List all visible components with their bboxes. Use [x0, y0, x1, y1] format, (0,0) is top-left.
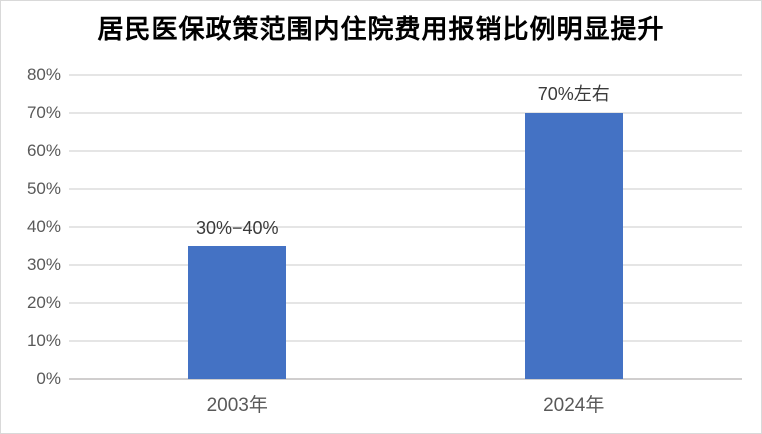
y-axis-tick-label: 30% — [26, 255, 61, 274]
gridline — [69, 188, 742, 190]
x-axis-line — [69, 378, 742, 380]
y-axis-tick-label: 0% — [36, 369, 61, 388]
plot-area: 30%−40% 70%左右 — [69, 74, 742, 380]
gridline — [69, 302, 742, 304]
x-axis-category-label: 2003年 — [206, 395, 268, 416]
y-axis-tick-label: 80% — [26, 65, 61, 84]
y-axis-tick-label: 50% — [26, 179, 61, 198]
gridline — [69, 74, 742, 76]
bar-series-value — [188, 246, 287, 379]
y-axis-tick-label: 10% — [26, 331, 61, 350]
y-axis-tick-label: 40% — [26, 217, 61, 236]
y-axis-tick-label: 20% — [26, 293, 61, 312]
x-axis-category-label: 2024年 — [543, 395, 605, 416]
gridline — [69, 226, 742, 228]
bar-data-label: 30%−40% — [195, 218, 279, 238]
gridline — [69, 264, 742, 266]
y-axis-tick-label: 70% — [26, 103, 61, 122]
gridline — [69, 150, 742, 152]
gridline — [69, 112, 742, 114]
y-axis-tick-label: 60% — [26, 141, 61, 160]
bar-series-value — [524, 113, 623, 379]
chart-title: 居民医保政策范围内住院费用报销比例明显提升 — [97, 14, 665, 44]
gridline — [69, 340, 742, 342]
bar-data-label: 70%左右 — [537, 84, 610, 104]
